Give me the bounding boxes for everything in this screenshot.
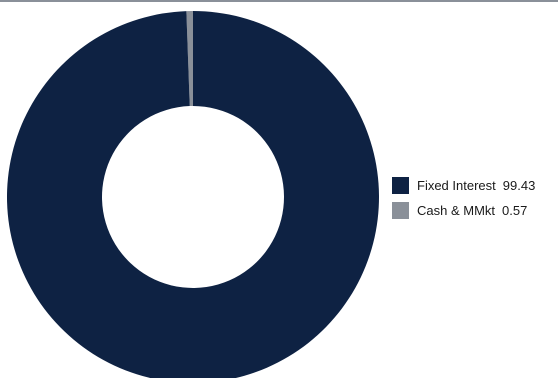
legend-item: Cash & MMkt 0.57 [392,201,535,220]
legend-swatch-icon [392,202,409,219]
donut-slices [7,11,379,378]
legend-swatch-icon [392,177,409,194]
legend-value: 99.43 [502,178,536,193]
legend-label: Cash & MMkt [417,203,496,218]
legend-label: Fixed Interest [417,178,496,193]
legend-value: 0.57 [502,203,528,218]
donut-slice-fixed-interest [7,11,379,378]
legend-item: Fixed Interest 99.43 [392,176,535,195]
top-rule [0,0,558,2]
chart-legend: Fixed Interest 99.43 Cash & MMkt 0.57 [392,176,535,226]
donut-slice-cash-mmkt [186,11,193,107]
